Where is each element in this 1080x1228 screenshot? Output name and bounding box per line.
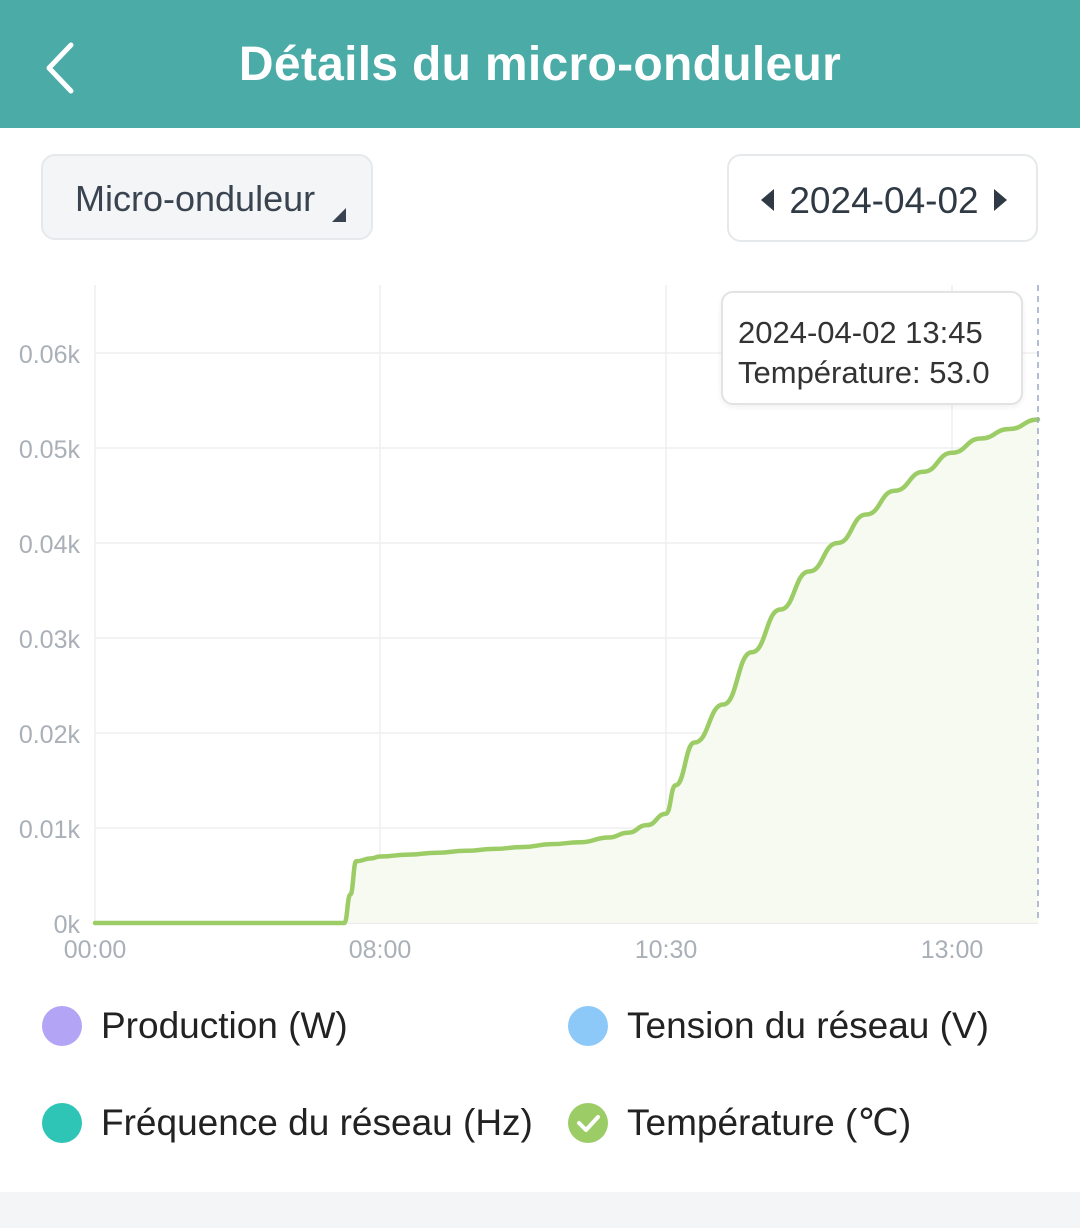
device-type-dropdown[interactable]: Micro-onduleur: [41, 154, 373, 240]
bottom-bar: [0, 1192, 1080, 1228]
tooltip-datetime: 2024-04-02 13:45: [738, 315, 983, 350]
legend-dot-grid-frequency: [42, 1103, 82, 1143]
y-tick-label: 0.03k: [19, 626, 81, 654]
y-tick-label: 0.02k: [19, 721, 81, 749]
caret-left-icon: [761, 189, 774, 211]
y-tick-label: 0k: [54, 911, 81, 939]
chart-tooltip: 2024-04-02 13:45 Température: 53.0: [721, 291, 1023, 405]
y-tick-label: 0.01k: [19, 816, 81, 844]
tooltip-value: Température: 53.0: [738, 355, 990, 390]
legend-label-grid-frequency: Fréquence du réseau (Hz): [101, 1102, 533, 1143]
x-tick-label: 08:00: [349, 936, 412, 964]
dropdown-triangle-icon: [332, 208, 346, 222]
chevron-left-icon: [46, 42, 74, 94]
series-area-temperature: [95, 419, 1038, 923]
temperature-chart[interactable]: 0k 0.01k 0.02k 0.03k 0.04k 0.05k 0.06k 00:00 08:…: [0, 270, 1080, 970]
x-tick-label: 10:30: [635, 936, 698, 964]
y-tick-label: 0.04k: [19, 531, 81, 559]
selected-date[interactable]: 2024-04-02: [789, 180, 979, 221]
x-tick-label: 13:00: [921, 936, 984, 964]
app-header: Détails du micro-onduleur: [0, 0, 1080, 128]
x-tick-label: 00:00: [64, 936, 127, 964]
legend-label-production: Production (W): [101, 1005, 348, 1046]
next-date-button[interactable]: [983, 182, 1017, 218]
back-button[interactable]: [30, 30, 90, 106]
legend-dot-production: [42, 1006, 82, 1046]
caret-right-icon: [994, 189, 1007, 211]
legend-dot-grid-voltage: [568, 1006, 608, 1046]
page-title: Détails du micro-onduleur: [238, 37, 842, 91]
legend-label-grid-voltage: Tension du réseau (V): [627, 1005, 989, 1046]
legend-dot-temperature: [568, 1103, 608, 1143]
y-tick-label: 0.05k: [19, 436, 81, 464]
y-tick-label: 0.06k: [19, 341, 81, 369]
checkmark-icon: [577, 1115, 600, 1132]
legend-label-temperature: Température (℃): [627, 1102, 912, 1143]
device-type-value: Micro-onduleur: [75, 178, 316, 219]
previous-date-button[interactable]: [751, 182, 785, 218]
series-line-temperature: [92, 417, 1041, 926]
date-picker: 2024-04-02: [727, 154, 1038, 242]
